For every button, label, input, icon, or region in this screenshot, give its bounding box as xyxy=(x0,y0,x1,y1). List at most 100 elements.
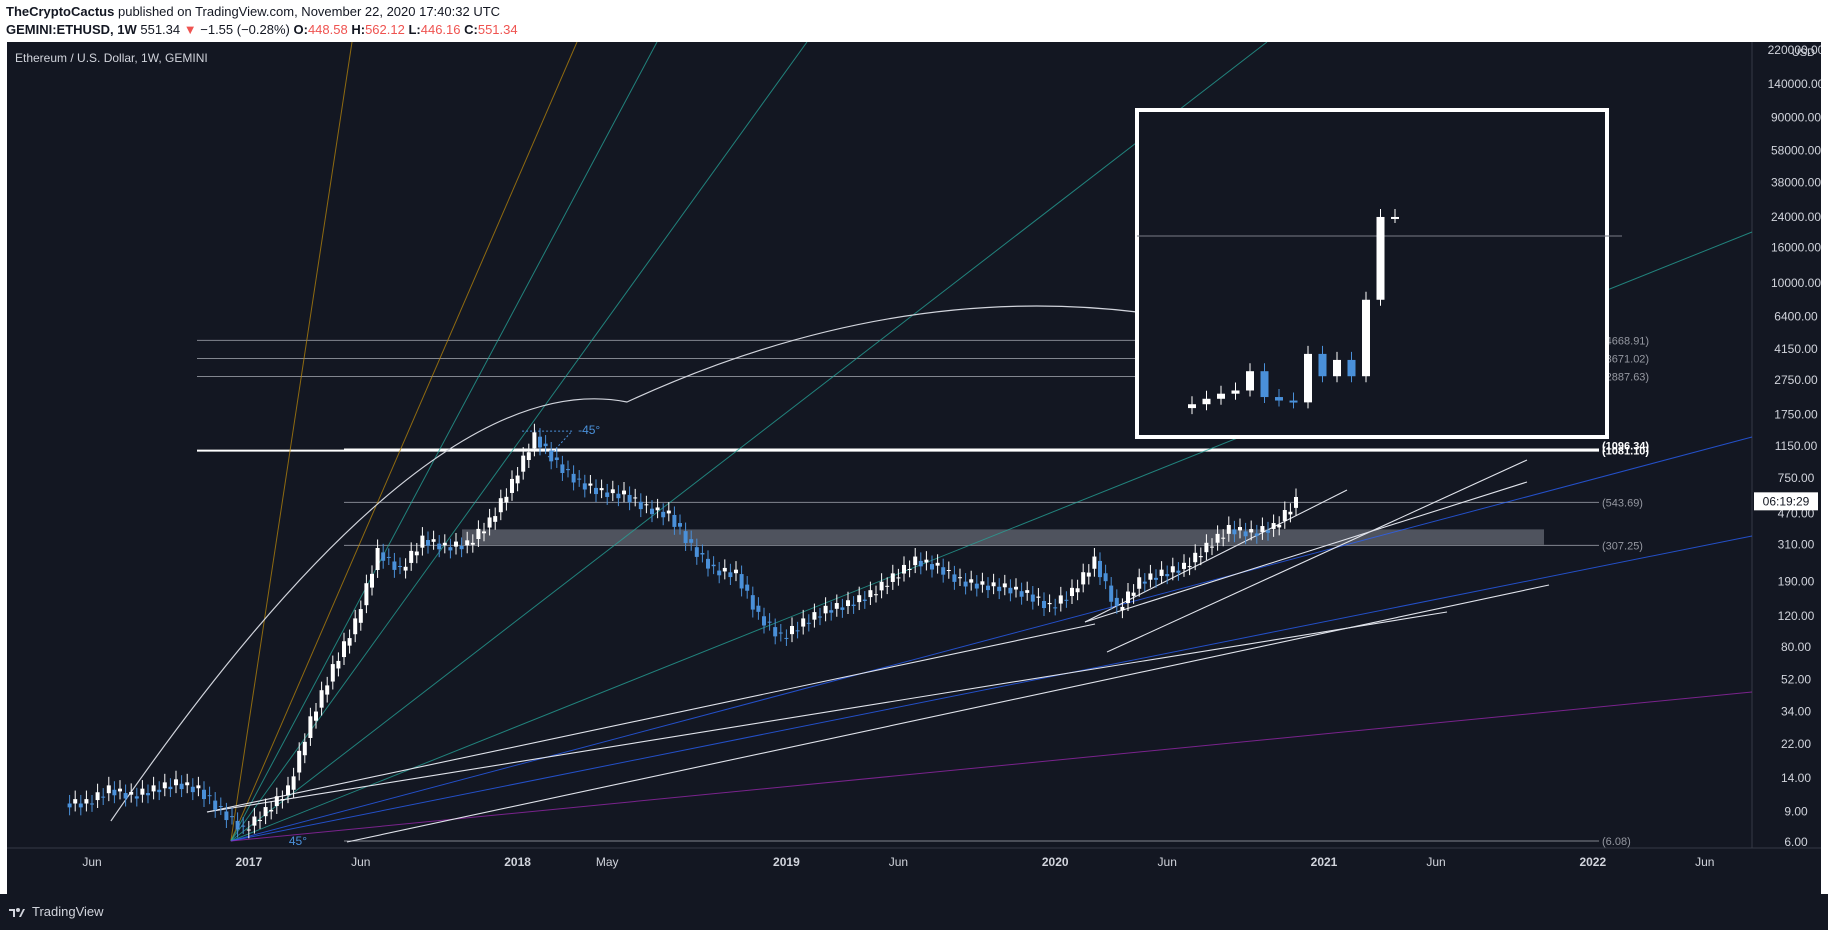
candle-body xyxy=(1103,573,1108,582)
candle-body xyxy=(829,610,834,613)
candle-body xyxy=(756,605,761,612)
candle-body xyxy=(196,785,201,789)
candle-body xyxy=(980,581,985,585)
publish-header: TheCryptoCactus published on TradingView… xyxy=(0,0,1828,42)
y-tick-label: 190.00 xyxy=(1778,575,1815,589)
candle-body xyxy=(241,825,246,827)
level-label: (1081.10) xyxy=(1602,446,1649,458)
gann-fan-line xyxy=(230,535,1753,842)
level-label: (1096.34) xyxy=(1602,441,1649,453)
candle-body xyxy=(392,561,397,570)
candle-body xyxy=(1193,552,1198,563)
candle-body xyxy=(717,570,722,576)
low-label: L: xyxy=(408,22,421,37)
candle-body xyxy=(577,478,582,480)
y-tick-label: 310.00 xyxy=(1778,538,1815,552)
author-name[interactable]: TheCryptoCactus xyxy=(6,4,115,19)
tradingview-brand: TradingView xyxy=(32,904,104,919)
tradingview-logo[interactable]: TradingView xyxy=(8,904,104,919)
gann-fan-line xyxy=(230,42,658,842)
candle-body xyxy=(482,531,486,534)
gann-fan-line xyxy=(230,42,353,842)
x-tick-label: Jun xyxy=(351,855,370,869)
candle-body xyxy=(638,501,643,510)
candle-body xyxy=(762,616,766,626)
chart-title: Ethereum / U.S. Dollar, 1W, GEMINI xyxy=(15,51,208,65)
candle-body xyxy=(1148,573,1153,580)
y-tick-label: 220000.00 xyxy=(1768,43,1821,57)
candle-body xyxy=(314,711,318,721)
candle-body xyxy=(1014,586,1018,590)
candle-body xyxy=(353,618,358,635)
candle-body xyxy=(319,690,324,708)
candle-body xyxy=(325,685,330,695)
candle-body xyxy=(375,548,380,570)
candle-body xyxy=(308,716,313,738)
inset-candle-body xyxy=(1376,216,1385,300)
candle-body xyxy=(1025,590,1030,593)
level-label: (307.25) xyxy=(1602,540,1643,552)
candle-body xyxy=(1254,533,1259,536)
candle-body xyxy=(818,616,822,618)
chart-area[interactable]: 220000.00 140000.00 90000.00 58000.00 38000.… xyxy=(7,42,1821,894)
candle-body xyxy=(666,510,671,514)
x-tick-label: 2019 xyxy=(773,855,800,869)
y-tick-label: 34.00 xyxy=(1781,704,1811,718)
candle-body xyxy=(610,489,615,494)
candle-body xyxy=(498,498,503,513)
candle-body xyxy=(1204,542,1209,553)
candle-body xyxy=(1137,577,1142,589)
candle-body xyxy=(1042,600,1046,609)
chart-canvas[interactable]: 220000.00 140000.00 90000.00 58000.00 38000.… xyxy=(7,42,1821,894)
candle-body xyxy=(230,816,234,818)
candle-body xyxy=(560,464,565,474)
candle-body xyxy=(711,564,716,567)
trend-line xyxy=(1106,459,1528,653)
close-value: 551.34 xyxy=(477,22,518,37)
candle-body xyxy=(857,595,862,603)
candle-body xyxy=(605,492,610,497)
candle-body xyxy=(112,789,117,796)
candle-body xyxy=(1019,591,1024,597)
candle-body xyxy=(258,820,262,822)
angle-marker xyxy=(522,430,574,458)
candle-body xyxy=(336,660,341,669)
candle-body xyxy=(448,547,453,551)
candle-body xyxy=(1159,569,1164,576)
y-tick-label: 140000.00 xyxy=(1768,77,1821,91)
candle-body xyxy=(616,493,621,499)
level-label: (2887.63) xyxy=(1602,372,1649,384)
candle-body xyxy=(274,796,279,807)
candle-body xyxy=(885,585,890,587)
candle-body xyxy=(622,490,626,495)
high-label: H: xyxy=(351,22,366,37)
candle-body xyxy=(1277,524,1282,528)
y-tick-label: 2750.00 xyxy=(1774,373,1818,387)
candle-body xyxy=(370,573,374,588)
candle-body xyxy=(739,574,744,589)
angle-label: 45° xyxy=(289,834,307,848)
candle-body xyxy=(510,478,514,493)
candle-body xyxy=(924,559,929,563)
candle-body xyxy=(207,795,212,797)
candle-body xyxy=(784,637,789,639)
inset-candle-body xyxy=(1246,371,1254,391)
x-tick-label: Jun xyxy=(889,855,908,869)
candle-body xyxy=(1266,530,1270,533)
candle-body xyxy=(67,803,72,808)
candle-body xyxy=(358,609,363,623)
candle-body xyxy=(1232,529,1237,535)
candle-body xyxy=(874,594,878,596)
candle-body xyxy=(1098,560,1102,578)
candle-body xyxy=(862,599,867,601)
candle-body xyxy=(571,473,576,483)
candle-body xyxy=(90,803,94,805)
candle-body xyxy=(997,586,1002,592)
countdown-label-bg xyxy=(1754,492,1818,511)
gann-fan-line xyxy=(230,42,1268,842)
candle-body xyxy=(420,535,425,548)
candle-body xyxy=(487,517,492,528)
candle-body xyxy=(1070,587,1074,597)
candle-body xyxy=(459,545,464,550)
candle-body xyxy=(532,432,537,449)
